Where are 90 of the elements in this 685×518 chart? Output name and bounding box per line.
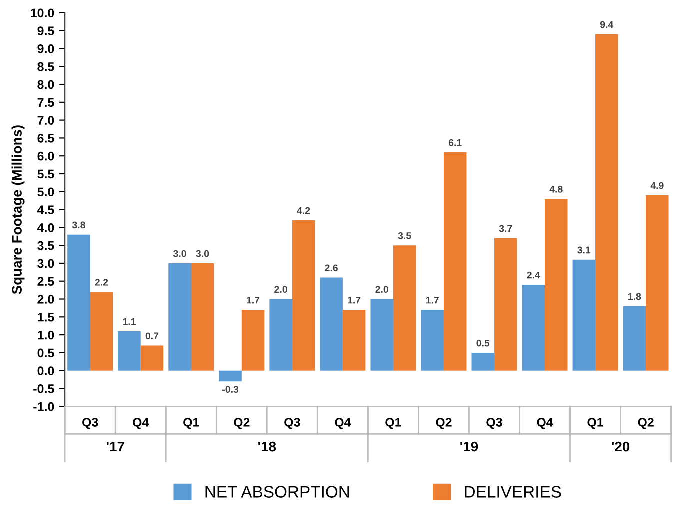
y-tick-label: 4.0 [37,223,54,232]
y-tick-label: 6.5 [38,134,54,143]
bar [320,278,343,371]
y-tick-label: 2.5 [38,277,54,286]
x-tick-label: Q4 [537,418,554,430]
data-label: 4.8 [550,186,563,193]
text: '20 [612,442,630,452]
data-label: 3.0 [173,250,186,258]
x-tick-label: Q2 [234,418,250,430]
y-tick-label: 3.0 [38,259,54,268]
bar [242,310,265,371]
bar [219,370,242,382]
y-tick-label: 2.0 [38,295,54,304]
data-label: 1.7 [247,297,260,304]
bar [168,263,192,371]
y-axis-title: Square Footage (Millions) [12,126,25,294]
bar [646,195,669,371]
bar [444,152,467,371]
data-label: 2.0 [376,286,388,294]
data-label: 2.4 [527,272,540,279]
y-tick-label: 0.5 [38,348,54,358]
data-label: 2.6 [325,264,338,272]
bar [370,299,394,371]
y-tick-label: 0.0 [38,366,54,376]
x-tick-label: Q3 [284,418,300,430]
bar [140,346,164,371]
data-label: 6.1 [448,139,462,146]
y-tick-label: 5.0 [38,188,54,197]
y-tick-label: 6.0 [38,152,54,161]
y-tick-label: 10.0 [31,8,54,18]
bar [623,306,646,371]
bar [118,331,141,371]
bar [342,310,366,371]
data-label: 3.0 [196,250,210,258]
y-tick-label: 8.0 [38,80,54,90]
y-tick-label: 9.0 [38,44,54,54]
y-tick-label: 7.0 [38,116,54,125]
data-label: 4.2 [297,207,310,214]
data-label: 0.7 [146,332,159,340]
data-label: 4.9 [650,182,664,190]
y-tick-label: 5.5 [38,170,54,179]
data-label: 0.5 [476,340,490,347]
data-label: 1.7 [348,297,361,304]
data-label: 2.2 [95,279,108,286]
x-tick-label: Q4 [133,418,150,430]
bar [596,34,618,371]
bar [472,352,494,371]
legend-label: DELIVERIES [465,486,562,498]
data-label: 3.8 [72,222,86,229]
text: '19 [460,442,478,452]
y-tick-label: 8.5 [38,62,54,72]
data-label: -0.3 [222,386,239,394]
y-tick-label: -1.0 [34,402,54,412]
text: '18 [258,442,276,452]
bar [68,234,90,371]
bar [572,260,596,371]
y-tick-label: 1.5 [38,313,54,322]
data-label: 3.1 [578,246,591,254]
data-label: 3.5 [398,232,412,240]
data-label: 1.7 [426,297,439,304]
data-label: 9.4 [600,21,614,28]
y-tick-label: 1.0 [38,330,54,340]
text: '17 [106,442,124,452]
legend-label: NET ABSORPTION [206,486,350,498]
bar [270,299,292,371]
bar [545,199,568,371]
y-tick-label: -0.5 [34,384,54,394]
bar [522,284,546,371]
data-label: 3.7 [499,225,512,232]
x-tick-label: Q1 [588,418,604,430]
x-tick-label: Q3 [82,418,98,430]
y-tick-label: 9.5 [38,26,54,36]
y-tick-label: 4.5 [37,206,54,214]
bar [191,263,214,371]
data-label: 1.1 [123,318,136,326]
x-tick-label: Q1 [184,418,200,430]
bar [292,220,316,371]
bar [421,310,444,371]
x-tick-label: Q4 [335,418,352,430]
data-label: 1.8 [628,293,642,300]
x-tick-label: Q2 [638,418,654,430]
x-tick-label: Q3 [486,418,502,430]
y-tick-label: 7.5 [38,98,54,108]
x-tick-label: Q2 [436,418,452,430]
data-label: 2.0 [274,286,288,294]
bar [90,292,114,371]
bar [393,246,416,371]
y-tick-label: 3.5 [38,241,54,250]
bar [494,238,518,371]
x-tick-label: Q1 [386,418,402,430]
